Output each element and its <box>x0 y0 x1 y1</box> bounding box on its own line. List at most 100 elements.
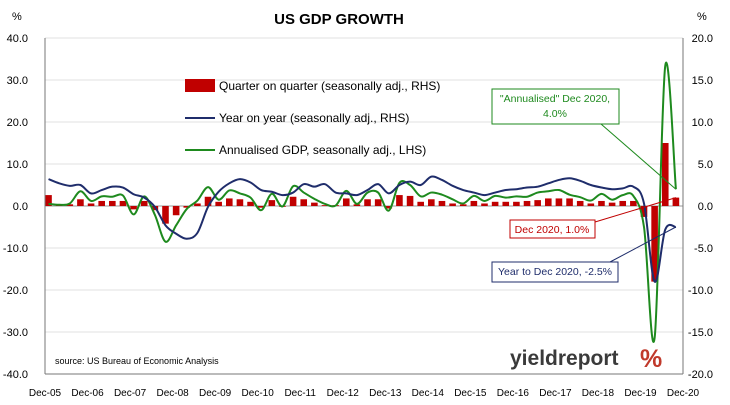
qoq-bar <box>534 200 541 206</box>
right-tick-label: 0.0 <box>698 201 713 213</box>
yieldreport-logo: yieldreport % <box>510 345 662 373</box>
annotation-text: Year to Dec 2020, -2.5% <box>498 266 612 278</box>
qoq-bar <box>109 200 116 206</box>
annotation-text: Dec 2020, 1.0% <box>515 224 590 236</box>
qoq-bar <box>672 197 680 206</box>
legend-label: Quarter on quarter (seasonally adj., RHS… <box>219 79 440 93</box>
chart-title: US GDP GROWTH <box>274 11 404 28</box>
annotation-box <box>491 261 619 283</box>
right-axis-unit: % <box>697 11 707 23</box>
annotation-leader-line <box>594 197 677 223</box>
left-tick-label: 20.0 <box>7 117 28 129</box>
x-tick-label: Dec-05 <box>29 388 62 399</box>
qoq-bar <box>247 201 254 206</box>
year-on-year-line <box>48 175 677 283</box>
qoq-bar <box>438 200 446 206</box>
source-note: source: US Bureau of Economic Analysis <box>55 356 219 366</box>
series-lines <box>48 61 677 343</box>
left-axis-ticks: 40.0 30.0 20.0 10.0 0.0 -10.0 -20.0 -30.0 -40.0 <box>3 33 28 381</box>
qoq-bar <box>321 205 329 206</box>
qoq-bar <box>311 202 318 206</box>
qoq-bar <box>576 200 584 206</box>
annotations: "Annualised" Dec 2020, 4.0% Dec 2020, 1.0%… <box>491 88 677 283</box>
qoq-bar <box>374 199 382 206</box>
right-tick-label: 10.0 <box>692 117 713 129</box>
left-tick-label: 10.0 <box>7 159 28 171</box>
x-tick-label: Dec-13 <box>369 388 402 399</box>
qoq-bar <box>449 203 456 206</box>
left-tick-label: 30.0 <box>7 75 28 87</box>
qoq-bar <box>459 204 467 206</box>
x-tick-label: Dec-15 <box>454 388 487 399</box>
qoq-bar <box>66 204 74 206</box>
qoq-bar <box>183 206 191 208</box>
annualised-gdp-line <box>48 61 677 343</box>
x-tick-label: Dec-12 <box>327 388 360 399</box>
qoq-bar <box>523 200 531 206</box>
qoq-bar <box>417 201 424 206</box>
annotation-box <box>509 219 596 239</box>
qoq-bar <box>162 206 169 224</box>
x-tick-label: Dec-19 <box>624 388 657 399</box>
annotation-text: 4.0% <box>543 108 567 120</box>
x-tick-label: Dec-07 <box>114 388 147 399</box>
qoq-bar <box>226 198 233 206</box>
qoq-bar <box>140 200 148 206</box>
qoq-bar <box>342 198 350 206</box>
legend: Quarter on quarter (seasonally adj., RHS… <box>185 79 440 157</box>
right-tick-label: 20.0 <box>692 33 713 45</box>
right-tick-label: -15.0 <box>688 327 713 339</box>
qoq-bar <box>172 206 180 216</box>
left-tick-label: 0.0 <box>13 201 28 213</box>
qoq-bar <box>204 196 212 206</box>
right-tick-label: -20.0 <box>688 369 713 381</box>
qoq-bar <box>45 195 52 206</box>
qoq-bar <box>491 201 499 206</box>
qoq-bar <box>566 198 573 206</box>
left-tick-label: -30.0 <box>3 327 28 339</box>
qoq-bar <box>130 206 137 210</box>
right-tick-label: 5.0 <box>698 159 713 171</box>
right-tick-label: -10.0 <box>688 285 713 297</box>
qoq-bar <box>194 203 201 206</box>
qoq-bar <box>77 199 84 206</box>
qoq-bar <box>481 203 488 206</box>
annotation-leader-line <box>600 123 677 190</box>
qoq-bar <box>470 200 478 206</box>
x-tick-label: Dec-18 <box>582 388 615 399</box>
legend-label: Year on year (seasonally adj., RHS) <box>219 111 409 125</box>
qoq-bar <box>619 200 627 206</box>
qoq-bar <box>630 200 637 206</box>
qoq-bar <box>353 204 361 206</box>
qoq-bar <box>396 195 403 206</box>
x-tick-label: Dec-16 <box>497 388 530 399</box>
x-tick-label: Dec-11 <box>284 388 316 399</box>
legend-label: Annualised GDP, seasonally adj., LHS) <box>219 143 426 157</box>
qoq-bar <box>608 202 616 206</box>
qoq-bar <box>513 201 520 206</box>
qoq-bar <box>428 199 435 206</box>
right-axis-ticks: 20.0 15.0 10.0 5.0 0.0 -5.0 -10.0 -15.0 -20.0 <box>688 33 713 381</box>
x-tick-label: Dec-20 <box>667 388 700 399</box>
x-axis-ticks: Dec-05 Dec-06 Dec-07 Dec-08 Dec-09 Dec-10 Dec-… <box>29 388 700 399</box>
x-tick-label: Dec-14 <box>412 388 445 399</box>
qoq-bar <box>502 201 510 206</box>
qoq-bar <box>555 198 563 206</box>
logo-text: yieldreport <box>510 347 619 370</box>
x-tick-label: Dec-09 <box>199 388 232 399</box>
right-tick-label: -5.0 <box>694 243 713 255</box>
qoq-bar <box>236 199 244 206</box>
qoq-bar <box>406 195 414 206</box>
qoq-bar <box>661 143 669 206</box>
qoq-bar <box>119 200 127 206</box>
left-tick-label: 40.0 <box>7 33 28 45</box>
qoq-bar <box>257 206 265 208</box>
annotation-leader-line <box>609 226 677 263</box>
qoq-bar <box>545 198 552 206</box>
x-tick-label: Dec-17 <box>539 388 572 399</box>
annotation-text: "Annualised" Dec 2020, <box>500 93 610 105</box>
qoq-bar <box>300 199 308 206</box>
qoq-bar <box>598 200 605 206</box>
